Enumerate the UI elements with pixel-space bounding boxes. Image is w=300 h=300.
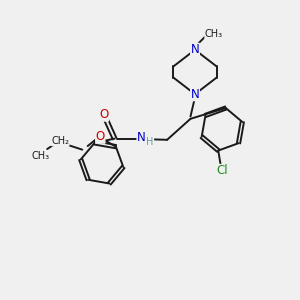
- Text: O: O: [99, 108, 108, 121]
- Text: H: H: [146, 137, 154, 147]
- Text: N: N: [190, 88, 200, 101]
- Text: CH₃: CH₃: [32, 151, 50, 161]
- Text: Cl: Cl: [216, 164, 228, 178]
- Text: CH₂: CH₂: [51, 136, 69, 146]
- Text: N: N: [190, 43, 200, 56]
- Text: O: O: [96, 130, 105, 143]
- Text: N: N: [137, 131, 146, 144]
- Text: CH₃: CH₃: [205, 29, 223, 39]
